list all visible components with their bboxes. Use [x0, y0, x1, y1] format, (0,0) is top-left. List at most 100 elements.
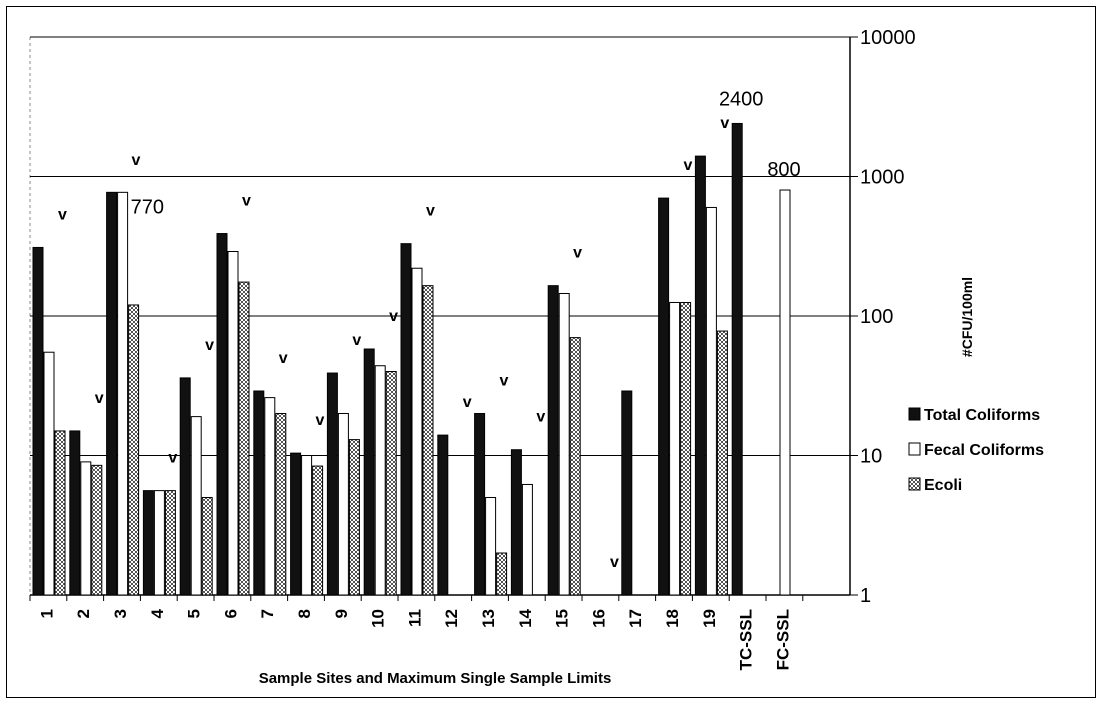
- marker-symbol: v: [205, 337, 214, 354]
- category-label: 17: [626, 609, 645, 628]
- marker-symbol: v: [573, 245, 582, 262]
- bar-fecal-coliforms: [43, 351, 55, 596]
- bar-ecoli: [201, 496, 213, 596]
- y-tick-label: 10000: [860, 27, 916, 49]
- value-annotation: 2400: [719, 88, 764, 110]
- marker-symbol: v: [132, 152, 141, 169]
- y-tick-label: 10: [860, 446, 882, 468]
- bar-total-coliforms: [694, 155, 706, 596]
- category-label: 15: [553, 609, 572, 628]
- category-label: 18: [663, 609, 682, 628]
- category-label: TC-SSL: [737, 609, 756, 670]
- marker-symbol: v: [316, 412, 325, 429]
- value-annotation: 770: [131, 196, 164, 218]
- bar-fecal-coliforms: [374, 365, 386, 596]
- y-axis-title: #CFU/100ml: [959, 277, 975, 357]
- bar-ecoli: [496, 552, 508, 596]
- bar-ecoli: [275, 413, 287, 596]
- bar-fecal-coliforms: [227, 250, 239, 596]
- marker-symbol: v: [168, 450, 177, 467]
- x-axis-title: Sample Sites and Maximum Single Sample L…: [259, 670, 612, 687]
- marker-symbol: v: [279, 350, 288, 367]
- legend-label: Ecoli: [924, 477, 962, 494]
- marker-symbol: v: [500, 373, 509, 390]
- bar-total-coliforms: [32, 246, 44, 596]
- marker-symbol: v: [58, 206, 67, 223]
- bar-ecoli: [312, 465, 324, 596]
- bar-fecal-coliforms: [705, 206, 717, 596]
- category-label: 1: [37, 609, 56, 618]
- bar-fecal-coliforms: [669, 301, 681, 596]
- category-label: 12: [442, 609, 461, 628]
- legend-label: Total Coliforms: [924, 407, 1040, 424]
- bar-ecoli: [680, 301, 692, 596]
- bar-fecal-coliforms: [80, 461, 92, 596]
- legend-swatch: [908, 477, 921, 491]
- bar-fecal-coliforms: [521, 483, 533, 596]
- bar-total-coliforms: [400, 243, 412, 596]
- marker-symbol: v: [463, 394, 472, 411]
- marker-symbol: v: [95, 390, 104, 407]
- marker-symbol: v: [426, 203, 435, 220]
- bar-fecal-coliforms: [117, 191, 129, 596]
- bar-total-coliforms: [106, 191, 118, 596]
- bar-fecal-coliforms: [264, 397, 276, 596]
- bar-total-coliforms: [510, 449, 522, 596]
- category-label: 9: [332, 609, 351, 618]
- legend-swatch: [908, 407, 921, 421]
- y-tick-label: 1000: [860, 167, 905, 189]
- bar-total-coliforms: [363, 348, 375, 596]
- value-annotation: 800: [767, 159, 800, 181]
- bar-ecoli: [348, 439, 360, 596]
- category-label: 13: [479, 609, 498, 628]
- chart-frame: 1 10 100 1000 10000 1 2 3 4 5 6 7 8 9 10 11 12 13 14 15 16 17…: [6, 6, 1096, 698]
- category-label: 11: [405, 609, 424, 627]
- bar-fecal-coliforms: [558, 292, 570, 596]
- bar-ecoli: [422, 285, 434, 596]
- legend-label: Fecal Coliforms: [924, 442, 1044, 459]
- bar-ecoli: [238, 281, 250, 596]
- bar-fecal-coliforms: [411, 267, 423, 596]
- bar-fecal-coliforms: [485, 496, 497, 596]
- bar-total-coliforms: [290, 452, 302, 596]
- category-label: 8: [295, 609, 314, 618]
- category-label: 5: [185, 609, 204, 618]
- category-label: 4: [148, 608, 167, 618]
- bar-total-coliforms: [179, 377, 191, 596]
- category-label: FC-SSL: [773, 609, 792, 670]
- category-label: 6: [221, 609, 240, 618]
- marker-symbol: v: [684, 157, 693, 174]
- bar-ecoli: [716, 330, 728, 596]
- bar-ecoli: [54, 430, 66, 596]
- category-label: 3: [111, 609, 130, 618]
- bar-ecoli: [164, 490, 176, 596]
- bar-total-coliforms: [69, 430, 81, 596]
- marker-symbol: v: [720, 115, 729, 132]
- legend-swatch: [908, 442, 921, 456]
- bar-total-coliforms: [253, 390, 265, 596]
- bar-total-coliforms: [547, 285, 559, 596]
- bar-total-coliforms: [731, 122, 743, 596]
- marker-symbol: v: [242, 193, 251, 210]
- bar-fecal-coliforms: [190, 416, 202, 596]
- y-tick-label: 100: [860, 306, 893, 328]
- category-label: 16: [589, 609, 608, 628]
- bar-total-coliforms: [437, 434, 449, 596]
- bar-total-coliforms: [474, 413, 486, 596]
- category-label: 14: [516, 608, 535, 627]
- bar-total-coliforms: [621, 390, 633, 596]
- bar-fecal-coliforms: [779, 189, 791, 596]
- bar-ecoli: [128, 304, 140, 596]
- bar-fecal-coliforms: [337, 413, 349, 596]
- y-tick-label: 1: [860, 585, 871, 607]
- category-label: 2: [74, 609, 93, 618]
- bar-total-coliforms: [216, 233, 228, 596]
- bar-ecoli: [569, 337, 581, 596]
- bar-ecoli: [91, 464, 103, 596]
- marker-symbol: v: [352, 332, 361, 349]
- bar-total-coliforms: [142, 490, 154, 596]
- marker-symbol: v: [536, 409, 545, 426]
- bar-fecal-coliforms: [153, 490, 165, 596]
- marker-symbol: v: [610, 554, 619, 571]
